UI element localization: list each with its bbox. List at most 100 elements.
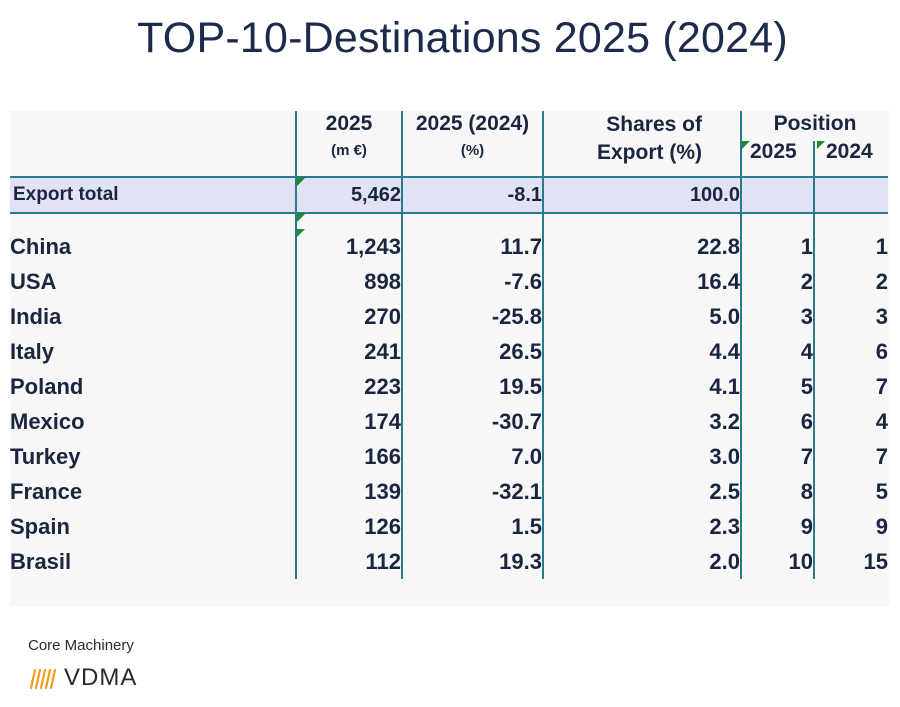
header-position-2024: 2024 (826, 140, 873, 163)
position-2025-cell: 5 (740, 369, 814, 404)
position-2025-cell: 7 (740, 439, 814, 474)
table-row: Turkey 166 7.0 3.0 7 7 (10, 439, 888, 474)
total-share: 100.0 (542, 176, 741, 214)
position-2024-cell: 6 (813, 334, 888, 369)
total-pos2025 (740, 176, 814, 214)
table-row: Spain 126 1.5 2.3 9 9 (10, 509, 888, 544)
country-cell: Turkey (10, 443, 81, 469)
position-2025-cell: 8 (740, 474, 814, 509)
header-share-line1: Shares of (606, 113, 702, 136)
header-position-label: Position (773, 112, 857, 135)
value-cell: 112 (295, 544, 402, 579)
share-cell: 5.0 (542, 299, 741, 334)
comment-marker-icon (817, 141, 825, 149)
country-cell: USA (10, 268, 57, 294)
header-country (10, 111, 296, 177)
table-row: Poland 223 19.5 4.1 5 7 (10, 369, 888, 404)
position-2024-cell: 2 (813, 264, 888, 299)
position-divider (813, 141, 815, 176)
header-change-unit: (%) (460, 142, 485, 159)
country-cell: France (10, 478, 83, 504)
change-cell: 7.0 (401, 439, 543, 474)
header-value-label: 2025 (325, 112, 373, 135)
change-cell: 1.5 (401, 509, 543, 544)
position-2025-cell: 10 (740, 544, 814, 579)
total-change: -8.1 (401, 176, 543, 214)
table-row: Brasil 112 19.3 2.0 10 15 (10, 544, 888, 579)
position-2024-cell: 3 (813, 299, 888, 334)
country-cell: Poland (10, 373, 84, 399)
position-2025-cell: 6 (740, 404, 814, 439)
table-row: China 1,243 11.7 22.8 1 1 (10, 229, 888, 264)
share-cell: 2.3 (542, 509, 741, 544)
header-position-2025: 2025 (750, 140, 797, 163)
header-position: Position 2025 2024 (740, 111, 888, 177)
table-row: Italy 241 26.5 4.4 4 6 (10, 334, 888, 369)
total-value: 5,462 (295, 176, 402, 214)
change-cell: 19.5 (401, 369, 543, 404)
change-cell: 26.5 (401, 334, 543, 369)
comment-marker-icon (297, 178, 305, 186)
table-row: France 139 -32.1 2.5 8 5 (10, 474, 888, 509)
position-2024-cell: 9 (813, 509, 888, 544)
country-cell: Spain (10, 513, 70, 539)
country-cell: Mexico (10, 408, 85, 434)
header-share: Shares of Export (%) (542, 111, 741, 177)
position-2024-cell: 1 (813, 229, 888, 264)
table-row: India 270 -25.8 5.0 3 3 (10, 299, 888, 334)
value-cell: 126 (295, 509, 402, 544)
change-cell: 19.3 (401, 544, 543, 579)
position-2024-cell: 4 (813, 404, 888, 439)
export-total-row: Export total 5,462 -8.1 100.0 (10, 176, 888, 214)
country-cell: Brasil (10, 548, 72, 574)
share-cell: 16.4 (542, 264, 741, 299)
country-cell: Italy (10, 338, 55, 364)
share-cell: 4.1 (542, 369, 741, 404)
table-header-row: 2025 (m €) 2025 (2024) (%) Shares of Exp… (10, 111, 888, 177)
change-cell: 11.7 (401, 229, 543, 264)
position-2024-cell: 5 (813, 474, 888, 509)
change-cell: -32.1 (401, 474, 543, 509)
position-2025-cell: 3 (740, 299, 814, 334)
value-cell: 898 (295, 264, 402, 299)
country-rows: China 1,243 11.7 22.8 1 1 USA 898 -7.6 16.4 2 2 Indi… (10, 229, 888, 579)
total-pos2024 (813, 176, 888, 214)
comment-marker-icon (297, 214, 305, 222)
position-2024-cell: 7 (813, 369, 888, 404)
header-value: 2025 (m €) (295, 111, 402, 177)
page-title: TOP-10-Destinations 2025 (2024) (137, 14, 788, 62)
value-cell: 241 (295, 334, 402, 369)
footer-caption: Core Machinery (28, 637, 134, 654)
spacer-row (10, 213, 888, 229)
comment-marker-icon (742, 141, 750, 149)
total-label: Export total (10, 176, 296, 214)
share-cell: 4.4 (542, 334, 741, 369)
table-row: Mexico 174 -30.7 3.2 6 4 (10, 404, 888, 439)
share-cell: 2.5 (542, 474, 741, 509)
country-cell: China (10, 233, 72, 259)
header-share-line2: Export (%) (597, 141, 702, 164)
comment-marker-icon (297, 229, 305, 237)
value-cell: 1,243 (295, 229, 402, 264)
change-cell: -7.6 (401, 264, 543, 299)
footer-logo: Core Machinery VDMA (28, 637, 137, 692)
change-cell: -30.7 (401, 404, 543, 439)
vdma-stripes-icon (29, 668, 57, 690)
value-cell: 139 (295, 474, 402, 509)
position-2024-cell: 15 (813, 544, 888, 579)
destinations-table: 2025 (m €) 2025 (2024) (%) Shares of Exp… (10, 111, 888, 579)
header-change: 2025 (2024) (%) (401, 111, 543, 177)
value-cell: 223 (295, 369, 402, 404)
table-row: USA 898 -7.6 16.4 2 2 (10, 264, 888, 299)
vdma-logo-text: VDMA (64, 664, 138, 691)
share-cell: 22.8 (542, 229, 741, 264)
header-change-label: 2025 (2024) (415, 112, 530, 135)
country-cell: India (10, 303, 62, 329)
header-value-unit: (m €) (331, 142, 367, 159)
share-cell: 3.0 (542, 439, 741, 474)
position-2025-cell: 4 (740, 334, 814, 369)
share-cell: 3.2 (542, 404, 741, 439)
position-2025-cell: 9 (740, 509, 814, 544)
value-cell: 270 (295, 299, 402, 334)
position-2024-cell: 7 (813, 439, 888, 474)
